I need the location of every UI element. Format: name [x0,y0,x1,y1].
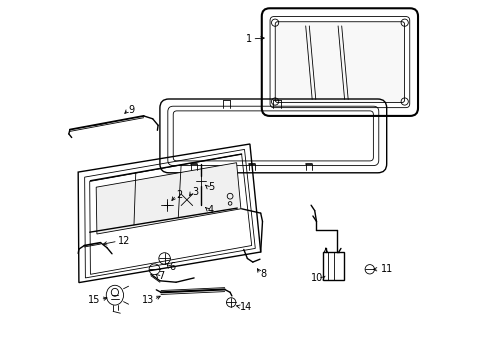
Text: 11: 11 [381,264,393,274]
Text: 13: 13 [141,294,153,305]
Text: 3: 3 [192,186,198,197]
FancyBboxPatch shape [275,22,404,103]
Bar [322,252,343,280]
Text: 14: 14 [240,302,252,312]
Text: 8: 8 [260,269,266,279]
Polygon shape [96,163,241,234]
Text: 7: 7 [158,271,164,281]
Text: 10: 10 [310,273,322,283]
Text: 12: 12 [118,236,130,246]
Text: 5: 5 [207,182,214,192]
Text: 9: 9 [128,105,134,115]
Text: 2: 2 [176,190,182,200]
Text: 15: 15 [88,294,101,305]
Text: 4: 4 [207,204,213,215]
Text: 1: 1 [246,34,252,44]
Text: 6: 6 [169,262,175,272]
